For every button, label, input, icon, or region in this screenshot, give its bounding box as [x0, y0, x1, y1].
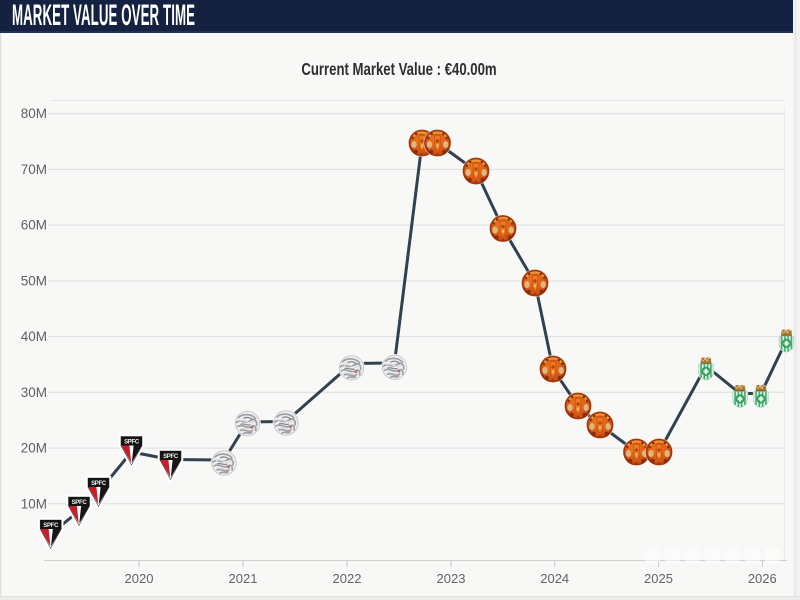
- svg-text:10M: 10M: [21, 496, 47, 511]
- svg-text:80M: 80M: [21, 106, 47, 121]
- svg-text:50M: 50M: [21, 273, 47, 288]
- svg-text:2020: 2020: [125, 571, 154, 586]
- svg-text:Current Market Value : €40.00m: Current Market Value : €40.00m: [301, 60, 496, 79]
- svg-text:30M: 30M: [21, 385, 47, 400]
- svg-text:2025: 2025: [644, 571, 673, 586]
- svg-text:60M: 60M: [21, 218, 47, 233]
- svg-text:20M: 20M: [21, 441, 47, 456]
- svg-text:2022: 2022: [333, 571, 362, 586]
- svg-text:2023: 2023: [437, 571, 466, 586]
- svg-text:2024: 2024: [540, 571, 569, 586]
- svg-text:MARKET VALUE OVER TIME: MARKET VALUE OVER TIME: [12, 0, 195, 31]
- svg-text:40M: 40M: [21, 329, 47, 344]
- svg-text:2021: 2021: [229, 571, 258, 586]
- svg-text:70M: 70M: [21, 162, 47, 177]
- svg-text:2026: 2026: [748, 571, 777, 586]
